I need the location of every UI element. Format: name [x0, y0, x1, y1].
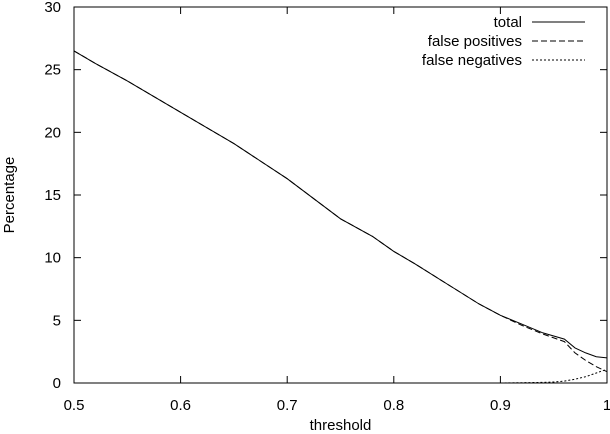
x-tick-label: 1	[603, 397, 610, 414]
series-line-false-positives	[73, 50, 608, 373]
legend-label: false negatives	[422, 52, 522, 69]
legend-label: false positives	[428, 33, 522, 50]
y-tick-label: 15	[44, 187, 61, 204]
y-tick-label: 0	[53, 375, 61, 392]
x-tick-label: 0.8	[383, 397, 404, 414]
series-line-false-negatives	[500, 368, 608, 384]
x-tick-label: 0.9	[490, 397, 511, 414]
y-tick-label: 5	[53, 312, 61, 329]
y-tick-label: 10	[44, 250, 61, 267]
y-tick-label: 20	[44, 124, 61, 141]
legend: total false positives false negatives	[422, 14, 585, 69]
x-axis-title: threshold	[310, 417, 372, 434]
x-tick-label: 0.6	[170, 397, 191, 414]
x-tick-label: 0.7	[277, 397, 298, 414]
series-line-total	[73, 50, 608, 359]
plot-frame	[73, 6, 608, 384]
y-axis-title: Percentage	[1, 157, 18, 234]
y-tick-label: 25	[44, 62, 61, 79]
legend-label: total	[494, 14, 522, 31]
y-tick-label: 30	[44, 0, 61, 16]
x-tick-label: 0.5	[64, 397, 85, 414]
